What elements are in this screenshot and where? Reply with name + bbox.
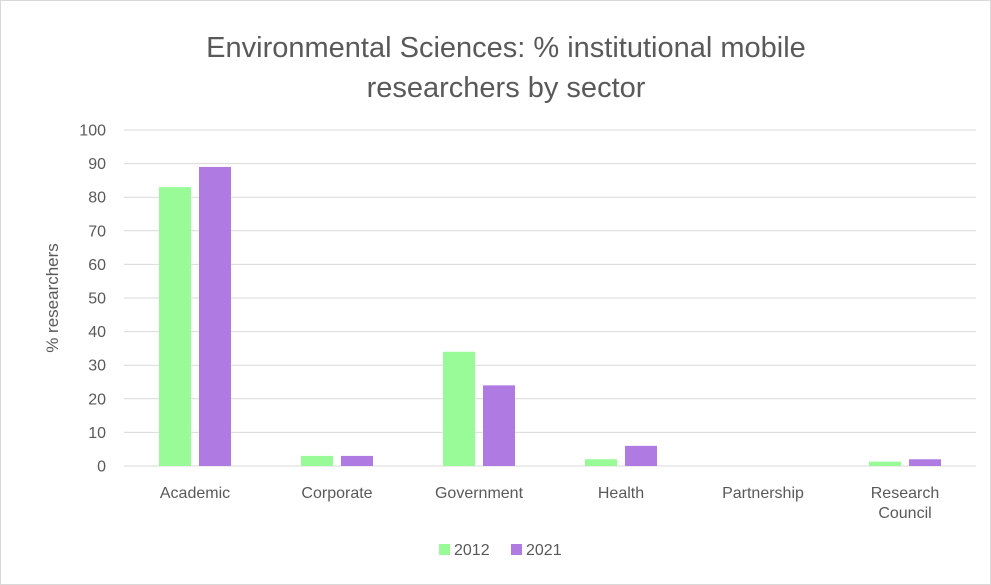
x-tick-label-0-0: Academic [160,485,230,502]
x-tick-label-1-0: Corporate [301,485,372,502]
y-tick-label-0: 0 [97,459,106,476]
y-axis-label: % researchers [43,243,62,353]
legend-swatch-2021 [511,544,522,555]
y-axis-ticks: 0 10 20 30 40 50 60 70 80 90 100 [79,123,106,476]
chart-title-line-2: researchers by sector [367,72,646,104]
bar-2012-3 [585,459,617,466]
x-axis-ticks: Academic Corporate Government Health Partner… [160,485,939,522]
y-tick-label-30: 30 [88,358,106,375]
bar-2012-1 [301,455,333,466]
legend-label-2012: 2012 [454,542,490,559]
legend-swatch-2012 [439,544,450,555]
bar-2021-2 [483,385,515,466]
bars [159,166,941,466]
x-tick-label-2-0: Government [435,485,524,502]
y-tick-label-60: 60 [88,257,106,274]
x-tick-label-5-1: Council [878,505,931,522]
chart-title-line-1: Environmental Sciences: % institutional … [206,32,806,64]
bar-2012-5 [869,461,901,466]
legend-label-2021: 2021 [526,542,562,559]
x-tick-label-5-0: Research [871,485,939,502]
bar-2021-0 [199,166,231,466]
y-tick-label-90: 90 [88,156,106,173]
y-tick-label-100: 100 [79,123,106,140]
x-tick-label-4-0: Partnership [722,485,804,502]
y-tick-label-70: 70 [88,223,106,240]
y-tick-label-10: 10 [88,425,106,442]
bar-2012-2 [443,351,475,466]
x-tick-label-3-0: Health [598,485,644,502]
bar-2021-1 [341,455,373,466]
gridlines [124,129,976,467]
y-tick-label-50: 50 [88,291,106,308]
bar-2021-3 [625,445,657,466]
y-tick-label-20: 20 [88,391,106,408]
y-tick-label-80: 80 [88,190,106,207]
legend: 2012 2021 [439,542,562,559]
bar-2021-5 [909,459,941,466]
y-tick-label-40: 40 [88,324,106,341]
bar-2012-0 [159,187,191,466]
